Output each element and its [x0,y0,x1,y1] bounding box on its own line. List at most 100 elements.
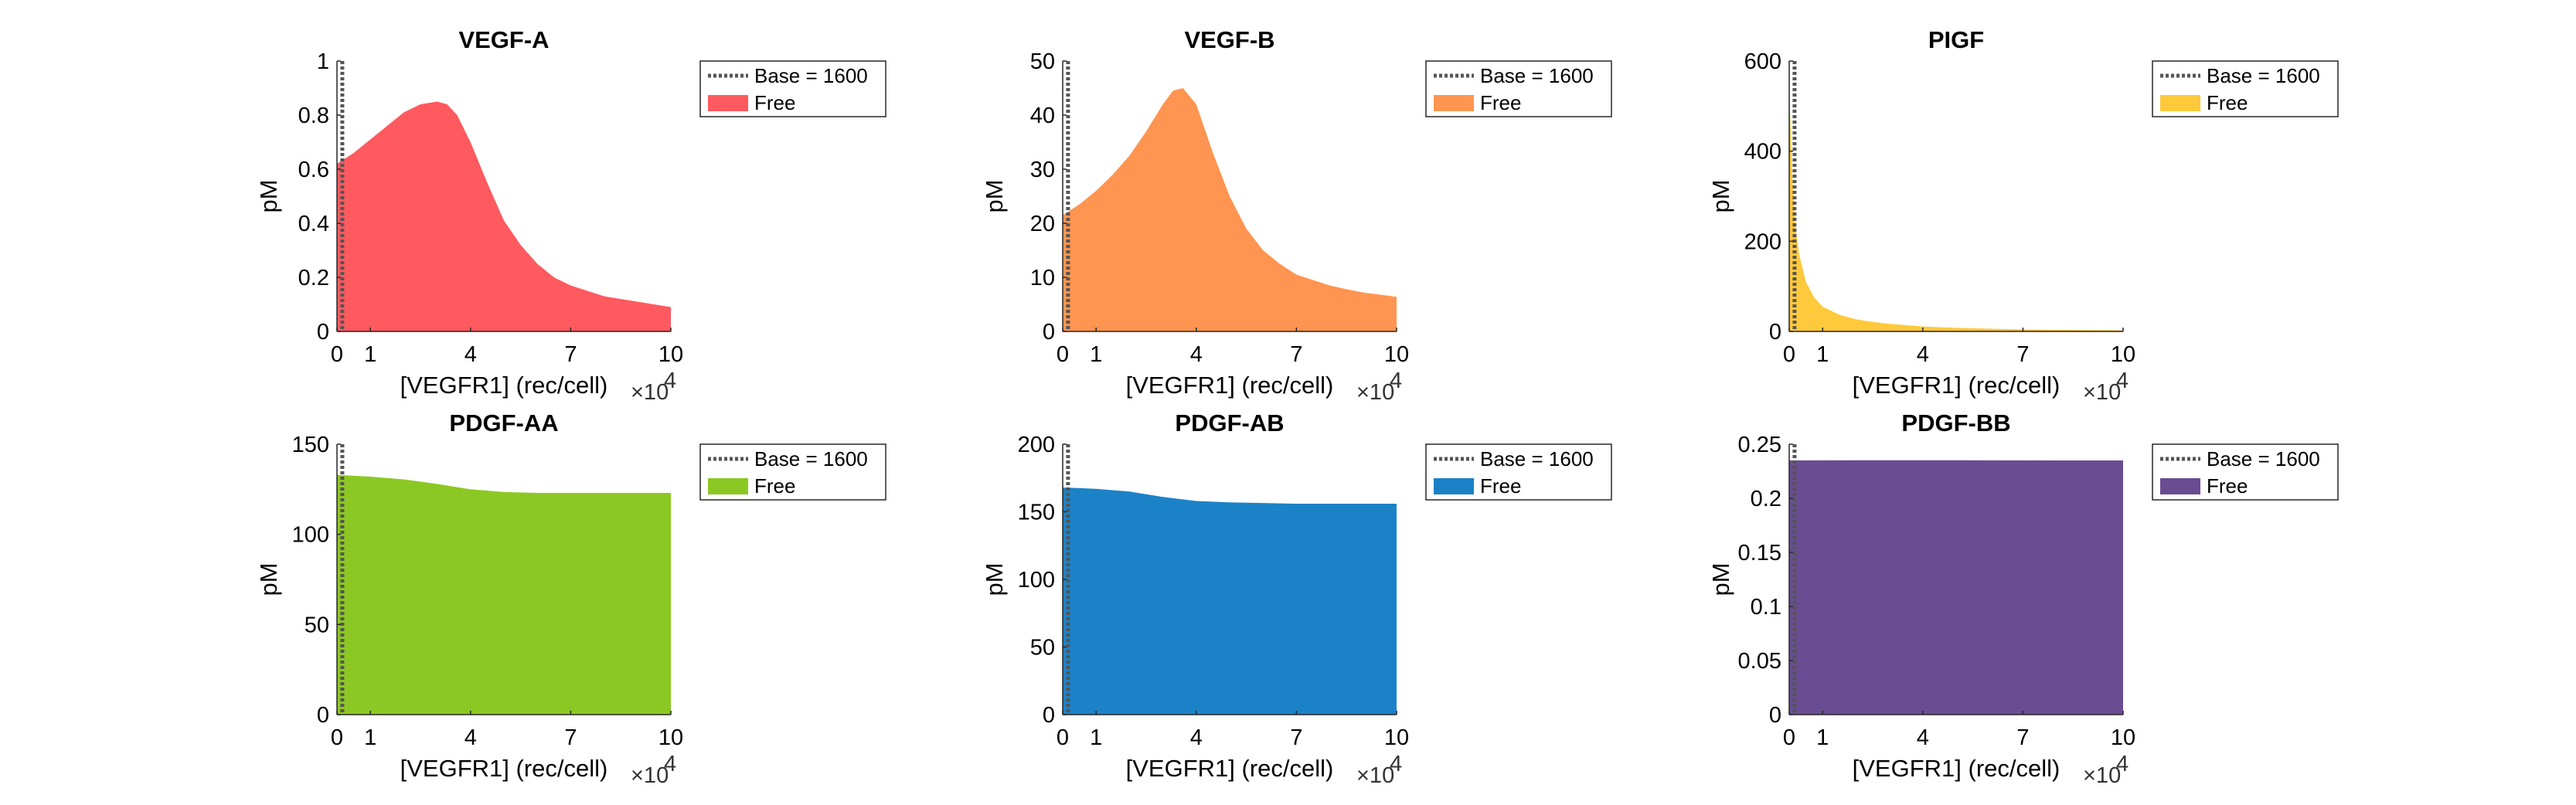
x-axis-label: [VEGFR1] (rec/cell) [1853,372,2060,399]
legend-swatch-free [2160,95,2200,111]
y-tick-label: 0.6 [298,158,329,182]
legend-label-free: Free [754,91,795,114]
x-tick-label: 10 [658,342,683,367]
y-tick-label: 0 [1043,703,1055,728]
x-tick-label: 4 [464,725,477,750]
x-tick-label: 10 [2111,342,2135,367]
x-multiplier: ×10 [1356,380,1394,405]
legend-swatch-free [2160,478,2200,494]
x-tick-label: 1 [364,725,376,750]
legend-label-free: Free [1480,474,1521,498]
y-axis-label: pM [255,179,282,212]
x-multiplier: ×10 [631,380,669,405]
x-multiplier-exponent: 4 [1390,752,1402,776]
x-axis-label: [VEGFR1] (rec/cell) [400,372,608,399]
x-tick-label: 1 [1090,342,1102,367]
y-tick-label: 0 [1769,320,1781,345]
x-axis-label: [VEGFR1] (rec/cell) [1126,372,1334,399]
x-multiplier-exponent: 4 [1390,369,1402,393]
y-tick-label: 0.1 [1751,595,1781,620]
x-multiplier-exponent: 4 [2116,752,2129,776]
x-axis-label: [VEGFR1] (rec/cell) [400,755,608,782]
x-tick-label: 10 [2111,725,2135,750]
x-tick-label: 7 [2016,725,2029,750]
x-tick-label: 4 [1917,725,1929,750]
legend-label-base: Base = 1600 [2207,447,2320,470]
y-tick-label: 400 [1744,140,1781,165]
legend-swatch-free [1434,478,1474,494]
legend-label-base: Base = 1600 [1480,64,1594,87]
area-series-free [1789,460,2123,715]
x-tick-label: 1 [1816,342,1829,367]
y-tick-label: 200 [1744,229,1781,254]
x-tick-label: 7 [1290,342,1302,367]
x-multiplier: ×10 [2083,380,2121,405]
y-tick-label: 20 [1030,212,1055,236]
x-tick-label: 0 [1057,342,1069,367]
y-tick-label: 600 [1744,49,1781,74]
x-tick-label: 4 [1917,342,1929,367]
area-series-free [1789,88,2123,331]
y-tick-label: 50 [1030,49,1055,74]
y-axis-label: pM [981,179,1008,212]
legend-label-base: Base = 1600 [754,447,868,470]
x-tick-label: 10 [1384,725,1409,750]
x-tick-label: 1 [1816,725,1829,750]
x-axis-label: [VEGFR1] (rec/cell) [1853,755,2060,782]
y-tick-label: 0.2 [298,266,329,290]
x-multiplier: ×10 [2083,763,2121,788]
y-tick-label: 40 [1030,104,1055,128]
area-series-free [337,101,671,331]
area-series-free [1063,88,1397,331]
x-tick-label: 10 [1384,342,1409,367]
x-tick-label: 1 [364,342,376,367]
legend-label-base: Base = 1600 [1480,447,1594,470]
y-tick-label: 0.15 [1738,541,1781,566]
y-tick-label: 0.25 [1738,433,1781,457]
legend-label-free: Free [754,474,795,498]
y-tick-label: 50 [305,613,329,637]
y-tick-label: 0 [317,320,329,345]
x-tick-label: 0 [1057,725,1069,750]
y-tick-label: 0 [1769,703,1781,728]
x-tick-label: 7 [564,725,577,750]
x-multiplier-exponent: 4 [2116,369,2129,393]
legend-label-base: Base = 1600 [2207,64,2320,87]
y-tick-label: 30 [1030,158,1055,182]
x-tick-label: 4 [1190,725,1203,750]
chart-panel: 0 1 4 7 1000.050.10.150.20.25PDGF-BB[VEGFR1]… [1707,409,2339,788]
chart-title: PDGF-AB [1175,409,1284,436]
y-tick-label: 100 [1018,568,1055,593]
y-tick-label: 10 [1030,266,1055,290]
y-tick-label: 0.4 [298,212,329,236]
y-axis-label: pM [1707,562,1734,596]
x-tick-label: 0 [331,725,343,750]
x-tick-label: 1 [1090,725,1102,750]
chart-title: VEGF-A [458,26,549,53]
y-axis-label: pM [255,562,282,596]
chart-title: PDGF-BB [1901,409,2010,436]
x-tick-label: 4 [464,342,477,367]
legend-label-base: Base = 1600 [754,64,868,87]
y-tick-label: 100 [292,523,329,548]
y-tick-label: 0.8 [298,104,329,128]
chart-title: PDGF-AA [449,409,558,436]
y-tick-label: 200 [1018,433,1055,457]
chart-title: VEGF-B [1184,26,1274,53]
legend-swatch-free [708,478,748,494]
x-tick-label: 10 [658,725,683,750]
x-tick-label: 0 [331,342,343,367]
legend-label-free: Free [2207,474,2248,498]
y-tick-label: 1 [317,49,329,74]
y-tick-label: 150 [1018,501,1055,525]
y-tick-label: 0 [317,703,329,728]
x-tick-label: 0 [1783,342,1795,367]
x-axis-label: [VEGFR1] (rec/cell) [1126,755,1334,782]
x-tick-label: 7 [1290,725,1302,750]
